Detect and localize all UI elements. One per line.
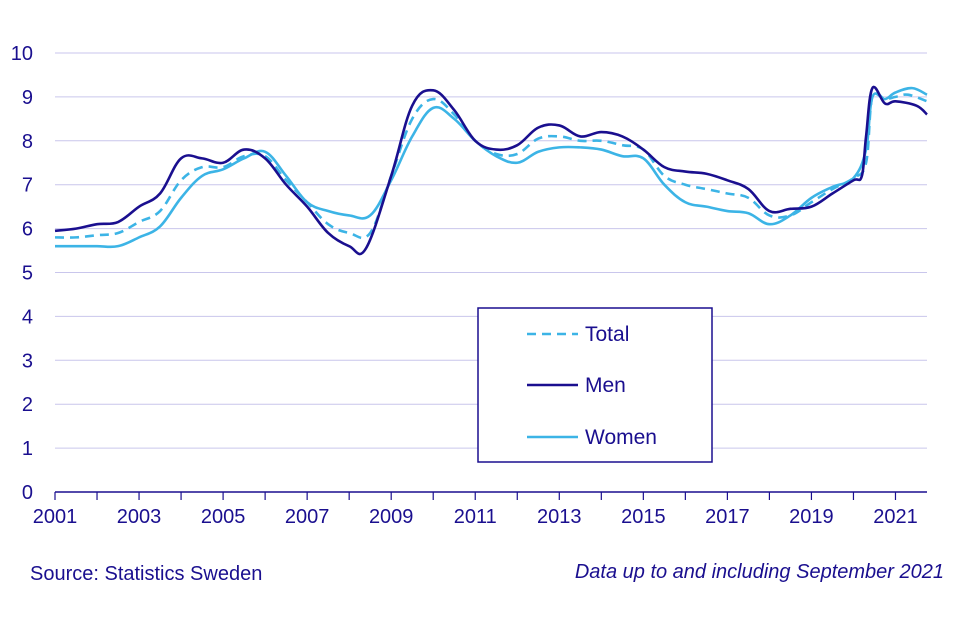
y-tick-label-6: 6	[22, 219, 33, 241]
series-line-women	[54, 86, 928, 249]
series-line-men	[54, 85, 928, 256]
data-range-note: Data up to and including September 2021	[574, 561, 944, 583]
x-tick-label-2017: 2017	[705, 506, 750, 528]
y-tick-label-3: 3	[22, 350, 33, 372]
x-tick-label-2011: 2011	[454, 506, 497, 528]
y-tick-label-1: 1	[22, 438, 33, 460]
x-tick-label-2013: 2013	[537, 506, 582, 528]
gridlines	[55, 52, 927, 449]
x-tick-label-2007: 2007	[285, 506, 330, 528]
y-tick-label-4: 4	[22, 306, 33, 328]
legend-label-women: Women	[585, 426, 657, 449]
y-tick-label-10: 10	[11, 43, 33, 65]
series-line-total	[54, 91, 928, 240]
x-tick-label-2005: 2005	[201, 506, 246, 528]
series-lines	[54, 85, 928, 256]
x-tick-label-2021: 2021	[873, 506, 918, 528]
legend-label-total: Total	[585, 323, 629, 346]
y-tick-label-2: 2	[22, 394, 33, 416]
legend: Total Men Women	[477, 307, 713, 463]
x-tick-label-2001: 2001	[33, 506, 78, 528]
x-tick-label-2009: 2009	[369, 506, 414, 528]
x-tick-label-2015: 2015	[621, 506, 666, 528]
legend-box	[477, 307, 713, 463]
source-note: Source: Statistics Sweden	[30, 563, 263, 585]
y-axis-ticks: 0 1 2 3 4 5 6 7 8 9 10	[11, 43, 33, 504]
y-tick-label-5: 5	[22, 263, 33, 285]
y-tick-label-9: 9	[22, 87, 33, 109]
legend-label-men: Men	[585, 374, 626, 397]
y-tick-label-7: 7	[22, 175, 33, 197]
y-tick-label-0: 0	[22, 482, 33, 504]
x-tick-label-2003: 2003	[117, 506, 162, 528]
x-tick-label-2019: 2019	[789, 506, 834, 528]
x-axis: 2001 2003 2005 2007 2009 2011 2013 2015 2017 2019…	[33, 491, 927, 528]
y-tick-label-8: 8	[22, 131, 33, 153]
